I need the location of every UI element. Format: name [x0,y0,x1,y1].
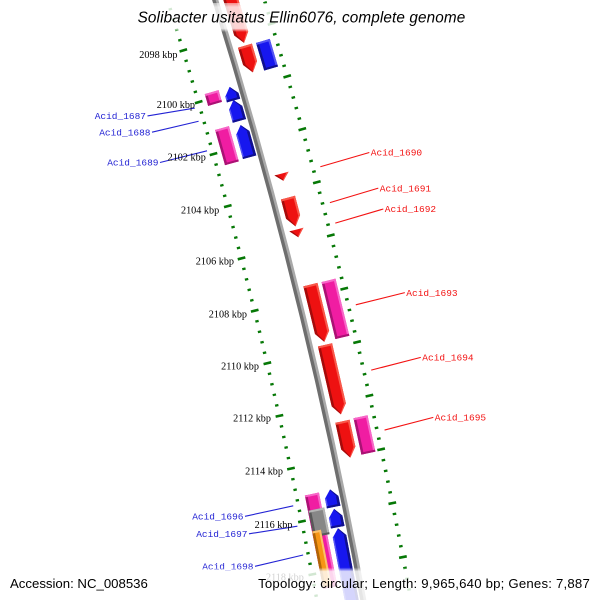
svg-text:Acid_1687: Acid_1687 [95,111,146,122]
svg-text:Acid_1696: Acid_1696 [192,512,244,523]
svg-text:2104 kbp: 2104 kbp [181,205,219,216]
svg-text:Acid_1694: Acid_1694 [422,353,474,364]
svg-text:Acid_1695: Acid_1695 [435,413,487,424]
svg-text:2114 kbp: 2114 kbp [245,466,283,477]
svg-text:2112 kbp: 2112 kbp [233,413,271,424]
svg-text:Accession: NC_008536: Accession: NC_008536 [10,576,148,591]
svg-text:2106 kbp: 2106 kbp [196,257,234,268]
svg-text:2108 kbp: 2108 kbp [209,309,247,320]
svg-text:Acid_1691: Acid_1691 [380,183,432,194]
svg-text:Acid_1693: Acid_1693 [406,288,458,299]
svg-text:Acid_1692: Acid_1692 [385,204,437,215]
svg-text:Topology: circular; Length: 9,: Topology: circular; Length: 9,965,640 bp… [258,576,590,591]
svg-text:2102 kbp: 2102 kbp [168,152,206,163]
svg-text:2116 kbp: 2116 kbp [255,520,293,531]
svg-text:Acid_1697: Acid_1697 [196,529,247,540]
svg-text:Acid_1698: Acid_1698 [202,562,254,573]
svg-text:Acid_1690: Acid_1690 [371,148,423,159]
svg-text:2100 kbp: 2100 kbp [157,100,195,111]
svg-text:2098 kbp: 2098 kbp [139,50,177,61]
svg-text:Acid_1688: Acid_1688 [99,127,151,138]
svg-text:Acid_1689: Acid_1689 [107,158,159,169]
svg-text:2110 kbp: 2110 kbp [221,361,259,372]
svg-text:Solibacter usitatus Ellin6076,: Solibacter usitatus Ellin6076, complete … [138,9,466,26]
